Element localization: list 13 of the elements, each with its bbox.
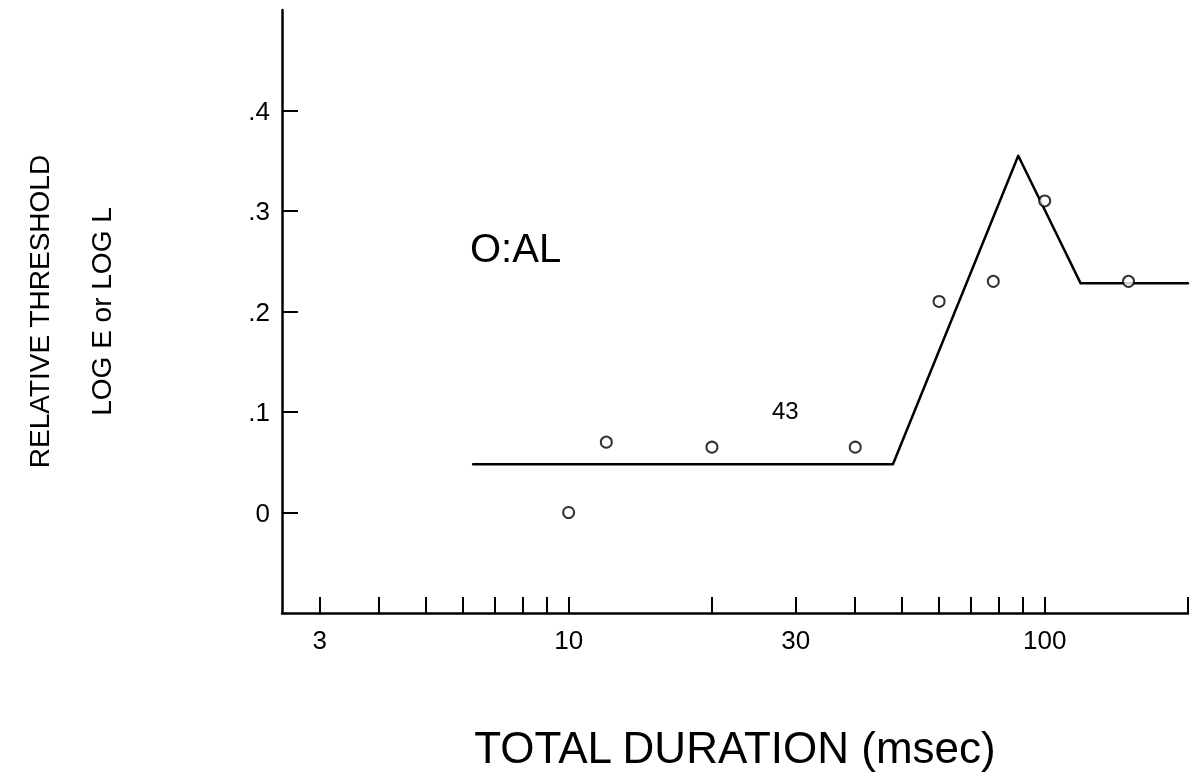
x-tick-label: 3 [312, 625, 327, 655]
y-tick-label: 0 [255, 497, 270, 528]
annotation: 43 [772, 396, 799, 424]
y-tick-label: .1 [248, 397, 270, 427]
y-tick-label: .4 [248, 95, 270, 126]
y-axis-title: RELATIVE THRESHOLD LOG E or LOG L [23, 154, 117, 469]
y-tick-label: .3 [248, 196, 270, 226]
x-tick-label: 10 [554, 625, 584, 655]
annotation: O:AL [470, 226, 562, 270]
x-axis-title: TOTAL DURATION (msec) [474, 722, 996, 772]
y-tick-label: .2 [248, 296, 270, 327]
x-tick-label: 100 [1022, 625, 1067, 655]
x-tick-label: 30 [781, 625, 811, 655]
